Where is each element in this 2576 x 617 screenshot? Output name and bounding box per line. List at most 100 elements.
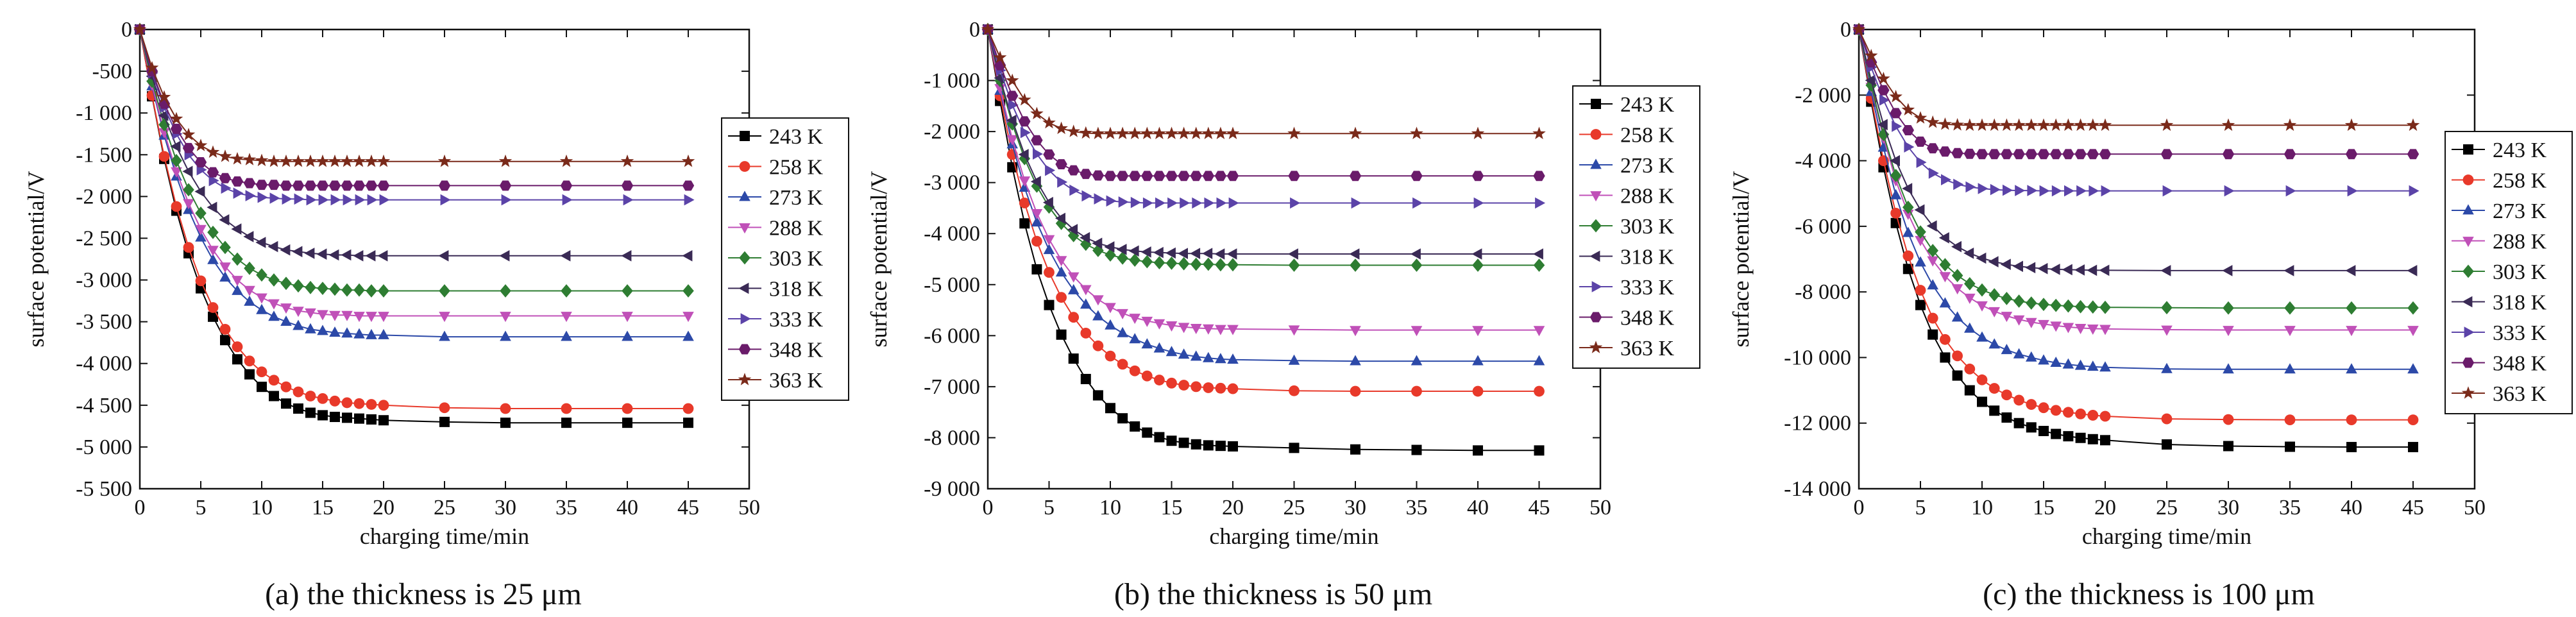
data-point (2001, 149, 2013, 160)
y-tick-label: -12 000 (1784, 412, 1851, 435)
data-point (2026, 351, 2037, 362)
data-point (1020, 126, 1031, 139)
data-point (231, 176, 244, 187)
data-point (366, 328, 377, 339)
data-point (683, 418, 693, 428)
data-point (1202, 248, 1213, 259)
x-tick-label: 15 (312, 496, 334, 520)
data-point (256, 303, 267, 314)
data-point (2407, 301, 2419, 315)
y-tick-label: -3 500 (76, 310, 132, 334)
data-point (1203, 382, 1214, 393)
data-point (378, 312, 389, 323)
data-point (2062, 118, 2075, 131)
data-point (1351, 197, 1362, 209)
data-point (2223, 363, 2234, 374)
data-point (1042, 196, 1053, 208)
data-point (242, 153, 257, 165)
data-point (353, 312, 365, 323)
series-line (987, 29, 1539, 204)
data-point (208, 174, 219, 187)
data-point (684, 194, 695, 206)
data-point (269, 391, 279, 401)
data-point (280, 180, 292, 191)
data-point (2284, 414, 2296, 425)
data-point (1902, 125, 1914, 135)
data-point (1031, 216, 1043, 227)
data-point (1902, 200, 1914, 214)
x-tick-label: 40 (1467, 496, 1489, 520)
data-point (1533, 171, 1545, 182)
data-point (2223, 326, 2234, 337)
data-point (2223, 301, 2234, 315)
data-point (2050, 149, 2062, 160)
legend-label: 333 K (1620, 276, 1675, 300)
data-point (2345, 149, 2358, 160)
data-point (1952, 350, 1963, 362)
legend-label: 258 K (769, 156, 824, 180)
data-point (1976, 283, 1988, 297)
legend-label: 243 K (1620, 93, 1675, 117)
data-point (341, 310, 353, 321)
data-point (1008, 99, 1019, 111)
x-tick-label: 30 (1344, 496, 1366, 520)
data-point (305, 323, 316, 334)
data-point (439, 416, 450, 427)
data-point (2001, 312, 2013, 323)
data-point (2074, 300, 2087, 314)
y-tick-label: -3 000 (924, 171, 980, 195)
data-point (367, 194, 378, 206)
data-point (292, 307, 304, 317)
data-point (330, 194, 341, 206)
data-point (1092, 310, 1104, 321)
data-point (2038, 425, 2049, 436)
data-point (195, 224, 207, 235)
data-point (329, 310, 341, 321)
data-point (561, 418, 572, 428)
data-point (366, 284, 377, 298)
chart-panel-2: 0 5 10 15 20 25 30 35 40 45 50 0 -2 000 -4 000 -6 000 -… (1728, 18, 2573, 611)
data-point (1117, 308, 1128, 319)
data-point (280, 276, 292, 291)
data-point (1287, 126, 1301, 139)
data-point (1902, 250, 1914, 262)
legend-label: 333 K (769, 308, 824, 332)
data-point (1106, 195, 1117, 207)
data-point (365, 180, 378, 191)
legend-marker (739, 190, 750, 201)
data-point (1471, 248, 1482, 260)
data-point (1033, 148, 1043, 160)
legend-label: 243 K (769, 125, 824, 149)
legend-label: 363 K (2493, 382, 2547, 406)
data-point (145, 61, 159, 74)
data-point (1939, 297, 1951, 308)
y-tick-label: -4 000 (76, 352, 132, 376)
data-point (561, 330, 572, 341)
x-tick-label: 5 (1044, 496, 1055, 520)
data-point (2001, 292, 2013, 305)
data-point (1411, 171, 1423, 182)
data-point (1951, 118, 1964, 131)
data-point (1533, 326, 1545, 337)
data-point (157, 90, 171, 103)
data-point (1204, 197, 1215, 209)
data-point (1178, 380, 1189, 391)
data-point (2087, 149, 2099, 160)
data-point (231, 223, 242, 235)
data-point (2001, 412, 2012, 423)
data-point (1153, 171, 1165, 182)
data-point (2037, 263, 2048, 275)
x-tick-label: 20 (1222, 496, 1244, 520)
data-point (2347, 185, 2358, 197)
data-point (243, 231, 254, 242)
data-point (1019, 198, 1030, 208)
data-point (206, 145, 220, 158)
data-point (2024, 118, 2038, 131)
data-point (219, 323, 231, 335)
legend: 243 K 258 K 273 K 288 K 303 K 318 K 333 K 348 K… (721, 117, 849, 401)
legend-label: 303 K (1620, 215, 1675, 239)
data-point (682, 330, 694, 341)
x-tick-label: 5 (196, 496, 207, 520)
legend-label: 348 K (769, 339, 824, 362)
data-point (2345, 265, 2356, 276)
